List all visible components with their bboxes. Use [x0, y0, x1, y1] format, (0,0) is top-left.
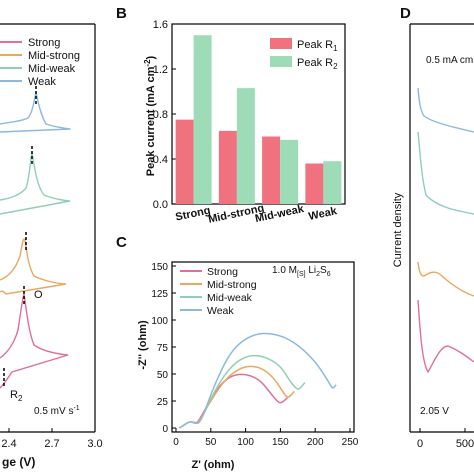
panel-c-ytick-label: 50	[157, 370, 169, 381]
panel-b-ytick-label: 1.6	[153, 19, 168, 31]
panel-d-xtick-label: 500	[456, 438, 474, 450]
panel-a-cv-curve-weak	[0, 90, 71, 133]
panel-c-ytick-label: 100	[151, 316, 168, 327]
panel-b-bars	[175, 35, 342, 204]
panel-c-frame	[171, 261, 355, 433]
panel-b-ytick-label: 0.8	[153, 109, 168, 121]
bar-r1-weak	[305, 163, 324, 204]
panel-b-category-label: Strong	[174, 205, 211, 224]
panel-c-legend-weak: Weak	[207, 305, 234, 317]
panel-d-curve-weak	[417, 87, 474, 133]
panel-c-ylabel: -Z'' (ohm)	[137, 320, 149, 370]
panel-d: D 0 500 Current density 0.5 mA cm 2.05 V	[392, 5, 474, 450]
panel-c-legend-strong: Strong	[207, 266, 238, 278]
panel-a-legend-mid-weak: Mid-weak	[28, 63, 76, 75]
panel-c-legend-mid-weak: Mid-weak	[207, 292, 253, 304]
nyquist-line-strong	[179, 373, 288, 429]
panel-a-legend-weak: Weak	[28, 76, 56, 88]
panel-a-annotation-o: O	[34, 289, 43, 301]
panel-b-ytick-label: 1.2	[153, 64, 168, 76]
panel-c-xlabel: Z' (ohm)	[192, 459, 235, 471]
panel-b-ylabel: Peak current (mA cm-2)	[143, 55, 157, 176]
panel-b-ytick-label: 0.0	[153, 199, 168, 211]
panel-c-axes: 0 50 100 150 200 250 0 25 50 75 100 125 150	[151, 261, 359, 448]
panel-d-curve-strong	[417, 299, 474, 374]
panel-b-legend-r2: Peak R2	[297, 57, 338, 71]
panel-a-xtick-label: 2.4	[1, 438, 16, 450]
panel-c-ytick-label: 150	[151, 262, 168, 273]
panel-c-xtick-label: 150	[272, 437, 289, 448]
panel-d-curve-mid-strong	[417, 261, 474, 297]
panel-a-scan-rate: 0.5 mV s-1	[34, 405, 80, 417]
bar-r1-mid-strong	[218, 130, 237, 204]
nyquist-line-weak	[179, 332, 337, 429]
panel-d-current-label: 0.5 mA cm	[426, 55, 473, 66]
bar-r1-strong	[175, 119, 194, 204]
panel-c-xtick-label: 0	[173, 437, 179, 448]
panel-c-lines	[179, 332, 337, 429]
panel-c-legend-mid-strong: Mid-strong	[207, 279, 257, 291]
panel-c-xtick-label: 200	[307, 437, 324, 448]
panel-d-voltage-label: 2.05 V	[420, 406, 449, 417]
panel-a-annotation-r2: R2	[10, 389, 23, 403]
panel-b-axes	[171, 23, 346, 205]
panel-c-xtick-label: 50	[205, 437, 217, 448]
panel-a-cv-curve-strong	[0, 293, 69, 389]
panel-b-letter: B	[116, 5, 127, 22]
panel-d-curve-mid-weak	[417, 131, 474, 215]
panel-a-legend-strong: Strong	[28, 37, 60, 49]
panel-c-title: 1.0 M[S] Li2S6	[272, 265, 331, 278]
panel-d-letter: D	[400, 5, 411, 22]
panel-d-xtick-label: 0	[417, 438, 423, 450]
panel-a: 2.4 2.7 3.0 ge (V) Strong Mid-strong Mid…	[0, 23, 103, 469]
panel-c-ytick-label: 75	[157, 343, 169, 354]
panel-a-legend-mid-strong: Mid-strong	[28, 50, 80, 62]
panel-a-cv-curve-mid-strong	[0, 238, 67, 295]
panel-b-legend-swatch-r1	[270, 38, 292, 49]
bar-r2-mid-strong	[236, 88, 255, 204]
panel-c-xtick-label: 100	[237, 437, 254, 448]
panel-c-xtick-label: 250	[342, 437, 359, 448]
panel-c-ytick-label: 0	[162, 424, 168, 435]
panel-b: B 0.00.40.81.21.6StrongMid-strongMid-wea…	[116, 5, 346, 226]
bar-r1-mid-weak	[262, 136, 281, 204]
panel-a-xtick-label: 2.7	[44, 438, 59, 450]
panel-a-xlabel: ge (V)	[2, 455, 35, 469]
panel-a-xtick-label: 3.0	[87, 438, 102, 450]
nyquist-line-mid-strong	[179, 365, 295, 429]
panel-c-ytick-label: 25	[157, 397, 169, 408]
panel-c-ytick-label: 125	[151, 289, 168, 300]
bar-r2-weak	[323, 161, 342, 204]
bar-r2-mid-weak	[280, 139, 299, 204]
panel-c-letter: C	[116, 234, 127, 251]
panel-b-legend-r1: Peak R1	[297, 39, 338, 53]
panel-d-ylabel: Current density	[392, 192, 404, 267]
nyquist-line-mid-weak	[179, 354, 306, 429]
panel-b-category-label: Weak	[308, 205, 339, 223]
panel-a-cv-curve-mid-weak	[0, 152, 71, 215]
bar-r2-strong	[193, 35, 212, 204]
panel-c: C 0 50 100 150 200 250 0 25 50 75 100 125 150 Z' (oh…	[116, 234, 359, 471]
panel-b-ytick-label: 0.4	[153, 154, 168, 166]
panel-b-legend-swatch-r2	[270, 56, 292, 67]
